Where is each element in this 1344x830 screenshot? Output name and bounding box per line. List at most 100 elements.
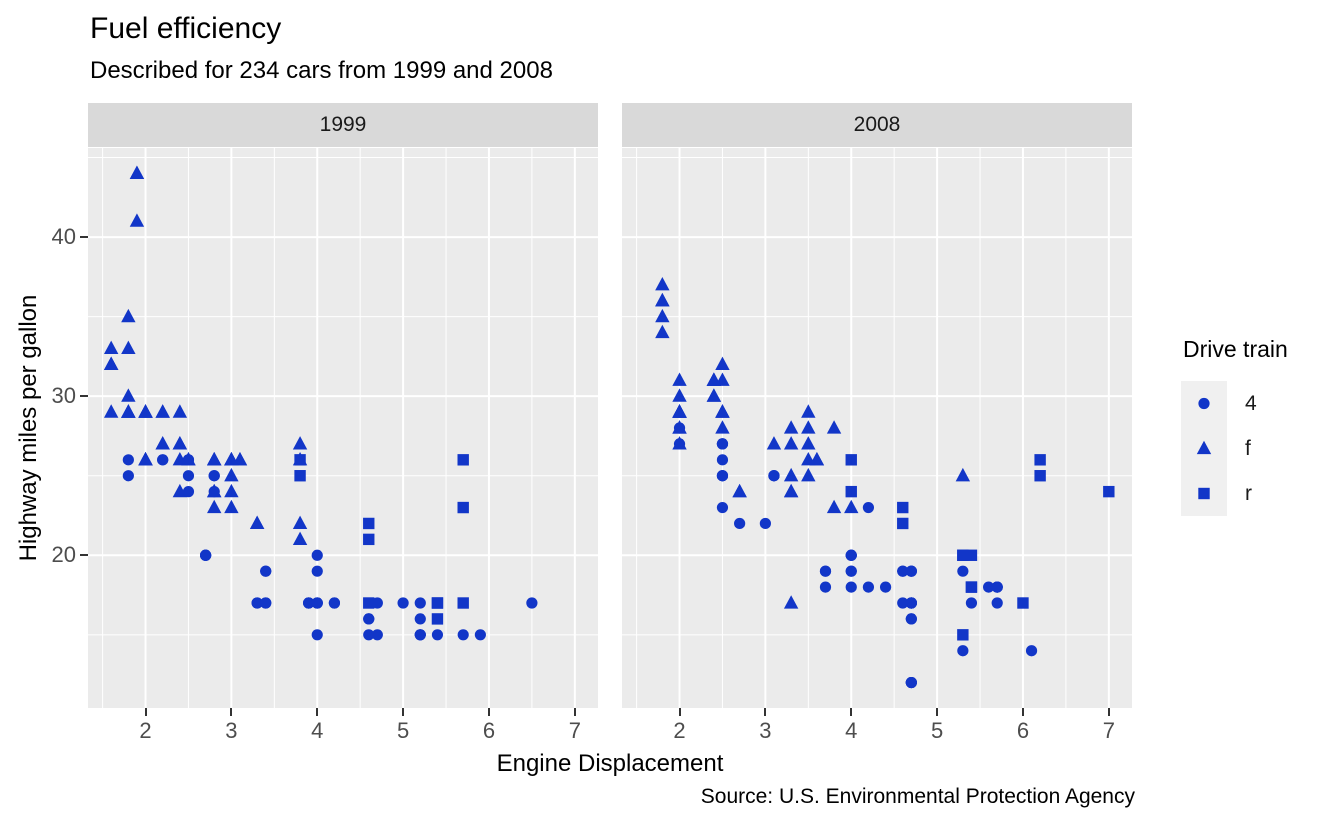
- data-point: [965, 597, 978, 609]
- facet-strip-label: 2008: [853, 113, 901, 136]
- x-tick-mark: [144, 708, 147, 716]
- data-point: [363, 613, 375, 625]
- data-point: [526, 597, 538, 609]
- data-point: [783, 467, 799, 482]
- y-tick-mark: [80, 395, 88, 398]
- data-point: [103, 404, 119, 418]
- data-point: [801, 420, 816, 434]
- x-axis-title: Engine Displacement: [496, 750, 724, 777]
- data-point: [208, 470, 220, 482]
- data-point: [457, 597, 469, 609]
- data-point: [716, 470, 729, 482]
- data-point: [363, 517, 375, 530]
- data-point: [371, 597, 383, 609]
- data-point: [457, 501, 469, 514]
- data-point: [801, 436, 816, 450]
- data-point: [845, 581, 857, 593]
- data-point: [715, 404, 730, 418]
- x-tick-label: 3: [759, 718, 772, 743]
- data-point: [715, 420, 730, 434]
- data-point: [457, 629, 469, 641]
- facet-strip-1999: 1999: [88, 103, 598, 147]
- data-point: [879, 581, 892, 593]
- data-point: [801, 467, 816, 482]
- data-point: [1034, 454, 1046, 466]
- data-point: [1017, 597, 1029, 609]
- data-point: [208, 486, 220, 498]
- data-point: [706, 372, 722, 386]
- data-point: [294, 454, 306, 466]
- data-point: [103, 340, 119, 355]
- circle-icon: [1181, 381, 1227, 426]
- x-tick-label: 2: [139, 718, 152, 743]
- data-point: [103, 356, 119, 370]
- x-tick-label: 4: [845, 718, 858, 743]
- data-point: [783, 483, 799, 498]
- data-point: [716, 454, 729, 466]
- data-point: [957, 645, 969, 657]
- data-point: [706, 388, 722, 402]
- data-point: [457, 454, 469, 466]
- data-point: [862, 581, 875, 593]
- data-point: [672, 372, 687, 386]
- legend-item-label: 4: [1245, 391, 1257, 415]
- data-point: [294, 470, 306, 482]
- data-point: [897, 517, 909, 530]
- data-point: [224, 499, 239, 514]
- data-point: [155, 436, 170, 450]
- data-point: [905, 613, 917, 625]
- x-tick-label: 3: [225, 718, 238, 743]
- data-point: [121, 388, 136, 402]
- data-point: [732, 483, 747, 498]
- data-point: [991, 581, 1003, 593]
- page-title: Fuel efficiency: [90, 12, 282, 45]
- data-point: [303, 597, 315, 609]
- x-tick-mark: [316, 708, 319, 716]
- x-tick-mark: [850, 708, 853, 716]
- data-point: [1034, 470, 1046, 482]
- data-point: [905, 565, 917, 577]
- data-point: [138, 452, 153, 466]
- data-point: [991, 597, 1003, 609]
- data-point: [121, 340, 136, 355]
- data-point: [673, 422, 686, 434]
- data-point: [249, 515, 265, 530]
- data-point: [715, 356, 730, 370]
- x-tick-label: 5: [396, 718, 410, 743]
- x-tick-mark: [230, 708, 233, 716]
- data-point: [182, 470, 195, 482]
- data-point: [655, 324, 670, 339]
- data-point: [734, 517, 746, 530]
- data-point: [207, 452, 222, 466]
- data-point: [224, 467, 239, 482]
- data-point: [844, 499, 859, 514]
- data-point: [182, 454, 195, 466]
- data-point: [155, 404, 170, 418]
- data-point: [292, 436, 308, 450]
- data-point: [845, 565, 857, 577]
- data-point: [138, 404, 153, 418]
- x-tick-label: 7: [1102, 718, 1115, 743]
- data-point: [414, 629, 426, 641]
- data-point: [207, 499, 222, 514]
- legend-item-label: f: [1245, 436, 1251, 460]
- data-point: [397, 597, 409, 609]
- legend: Drive train 4 f r: [1181, 336, 1344, 516]
- data-point: [431, 597, 444, 609]
- data-point: [965, 581, 978, 593]
- triangle-icon: [1181, 426, 1227, 471]
- data-point: [845, 454, 857, 466]
- data-point: [311, 597, 323, 609]
- panel-background: [622, 148, 1132, 708]
- data-point: [965, 549, 978, 561]
- x-tick-mark: [764, 708, 767, 716]
- data-point: [955, 467, 971, 482]
- facet-strip-label: 1999: [319, 113, 367, 136]
- x-tick-mark: [936, 708, 939, 716]
- data-point: [655, 292, 670, 307]
- data-point: [957, 549, 969, 561]
- data-point: [783, 436, 799, 450]
- legend-item-label: r: [1245, 481, 1252, 505]
- data-point: [172, 404, 188, 418]
- x-tick-label: 7: [568, 718, 581, 743]
